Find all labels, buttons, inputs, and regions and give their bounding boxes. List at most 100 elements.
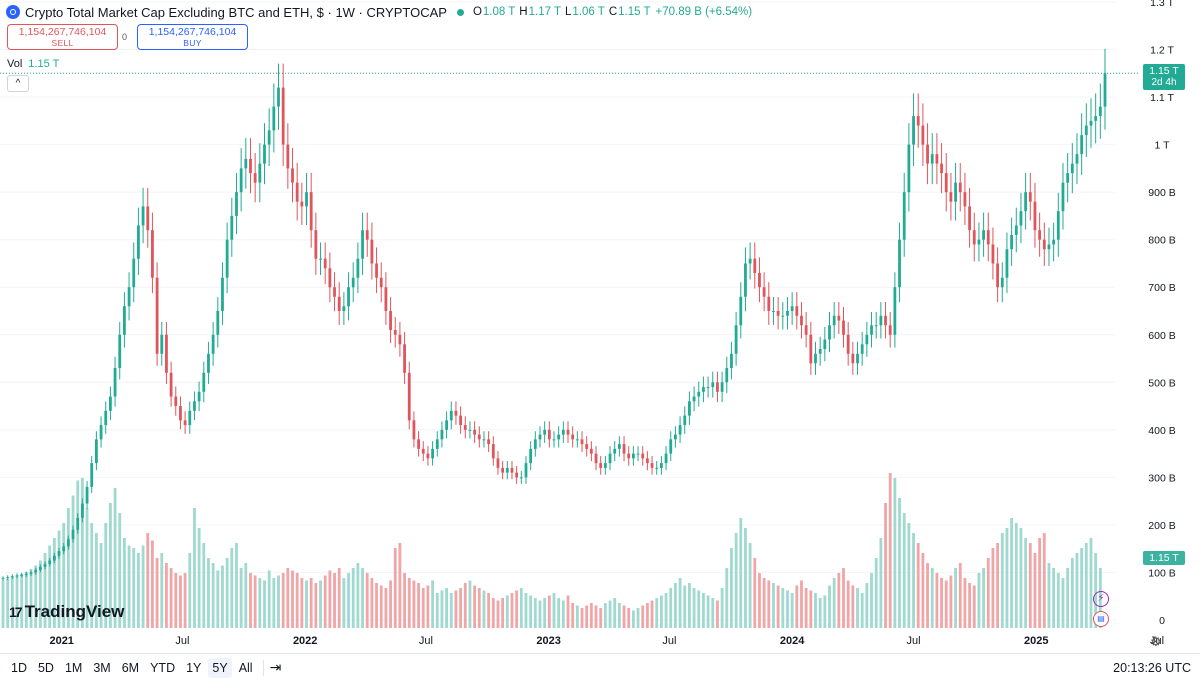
volume-bar bbox=[146, 533, 150, 628]
volume-bar bbox=[305, 580, 308, 628]
volume-bar bbox=[790, 593, 794, 628]
chevron-up-icon[interactable]: ^ bbox=[7, 75, 29, 92]
volume-bar bbox=[169, 568, 173, 628]
candle-body bbox=[337, 296, 341, 311]
volume-bar bbox=[767, 580, 771, 628]
range-1y[interactable]: 1Y bbox=[186, 660, 202, 675]
volume-bar bbox=[739, 518, 743, 628]
candle-body bbox=[762, 287, 766, 297]
lightning-icon[interactable]: ⚡ bbox=[1093, 591, 1109, 607]
candle-body bbox=[958, 182, 962, 193]
volume-bar bbox=[440, 590, 444, 628]
range-ytd[interactable]: YTD bbox=[150, 660, 176, 675]
candle-body bbox=[912, 116, 915, 145]
range-5y[interactable]: 5Y bbox=[208, 657, 232, 678]
candle-body bbox=[543, 429, 547, 435]
volume-bar bbox=[20, 574, 24, 628]
candle-body bbox=[1005, 249, 1009, 278]
volume-bar bbox=[216, 570, 220, 628]
candle-body bbox=[421, 448, 425, 454]
volume-bar bbox=[179, 575, 182, 628]
symbol-title[interactable]: Crypto Total Market Cap Excluding BTC an… bbox=[25, 4, 447, 20]
time-axis[interactable]: 2021 Jul 2022 Jul 2023 Jul 2024 Jul 2025 Jul bbox=[49, 635, 1164, 647]
candle-body bbox=[24, 573, 28, 575]
sell-price: 1,154,267,746,104 bbox=[18, 26, 107, 38]
range-1d[interactable]: 1D bbox=[11, 660, 27, 675]
volume-bar bbox=[888, 473, 892, 628]
candle-body bbox=[786, 311, 789, 316]
candle-body bbox=[711, 382, 715, 388]
volume-bar bbox=[342, 578, 346, 628]
volume-bar bbox=[730, 548, 733, 628]
us-flag-icon[interactable]: ▤ bbox=[1093, 611, 1109, 627]
candle-body bbox=[76, 517, 80, 530]
volume-bar bbox=[421, 588, 425, 628]
x-tick-label: Jul bbox=[419, 635, 433, 647]
range-3m[interactable]: 3M bbox=[93, 660, 111, 675]
volume-bar bbox=[197, 528, 201, 628]
volume-bar bbox=[291, 570, 294, 628]
volume-bar bbox=[655, 598, 659, 628]
sell-label: SELL bbox=[51, 38, 74, 48]
candle-body bbox=[888, 325, 892, 335]
candle-body bbox=[20, 574, 24, 576]
volume-bar bbox=[832, 578, 836, 628]
volume-bar bbox=[744, 528, 747, 628]
volume-bar bbox=[860, 593, 864, 628]
candle-body bbox=[263, 144, 266, 164]
buy-button[interactable]: 1,154,267,746,104 BUY bbox=[137, 24, 248, 50]
candle-body bbox=[926, 144, 929, 164]
volume-bar bbox=[926, 563, 929, 628]
candle-body bbox=[851, 353, 855, 364]
utc-clock[interactable]: 20:13:26 UTC bbox=[1113, 661, 1191, 675]
price-chart[interactable]: 1.3 T 1.2 T 1.1 T 1 T 900 B 800 B 700 B 600 B 50… bbox=[0, 0, 1200, 653]
candle-body bbox=[169, 372, 173, 397]
range-6m[interactable]: 6M bbox=[121, 660, 140, 675]
volume-bar bbox=[608, 600, 612, 628]
volume-bar bbox=[85, 508, 89, 628]
volume-bar bbox=[118, 513, 122, 628]
candle-body bbox=[720, 382, 724, 392]
volume-bar bbox=[538, 600, 542, 628]
tradingview-logo[interactable]: 17 TradingView bbox=[9, 602, 124, 622]
candle-body bbox=[351, 277, 355, 288]
volume-bar bbox=[389, 580, 392, 628]
candle-body bbox=[636, 453, 640, 455]
y-tick-label: 100 B bbox=[1148, 567, 1175, 579]
candle-body bbox=[907, 144, 911, 193]
gear-icon[interactable]: ⚙ bbox=[1150, 634, 1162, 649]
y-tick-label: 1 T bbox=[1155, 140, 1171, 152]
volume-bar bbox=[678, 578, 682, 628]
volume-bar bbox=[996, 543, 1000, 628]
volume-bar bbox=[874, 558, 878, 628]
volume-bar bbox=[795, 585, 799, 628]
range-all[interactable]: All bbox=[238, 660, 253, 675]
candle-body bbox=[146, 206, 150, 231]
volume-bar bbox=[323, 575, 327, 628]
volume-bar bbox=[982, 568, 985, 628]
volume-bar bbox=[1056, 573, 1060, 628]
volume-bar bbox=[1075, 553, 1079, 628]
candle-body bbox=[753, 258, 757, 273]
candle-body bbox=[211, 334, 215, 354]
volume-bar bbox=[800, 580, 803, 628]
candle-body bbox=[137, 225, 140, 259]
price-axis[interactable]: 1.3 T 1.2 T 1.1 T 1 T 900 B 800 B 700 B 600 B 50… bbox=[1148, 0, 1175, 627]
ohlc-close: C1.15 T bbox=[608, 6, 651, 18]
volume-bar bbox=[393, 548, 397, 628]
candle-body bbox=[678, 425, 682, 435]
sell-button[interactable]: 1,154,267,746,104 SELL bbox=[7, 24, 118, 50]
candle-body bbox=[328, 268, 332, 288]
candle-body bbox=[174, 396, 178, 407]
volume-bar bbox=[365, 573, 369, 628]
range-1m[interactable]: 1M bbox=[64, 660, 83, 675]
candle-body bbox=[515, 472, 519, 478]
calendar-goto-icon[interactable]: ⇥ bbox=[269, 659, 282, 675]
volume-bar bbox=[1033, 553, 1037, 628]
y-tick-label: 500 B bbox=[1148, 377, 1175, 389]
volume-bar bbox=[445, 588, 449, 628]
volume-bar bbox=[1019, 528, 1023, 628]
volume-bar bbox=[473, 585, 477, 628]
range-5d[interactable]: 5D bbox=[37, 660, 54, 675]
candle-body bbox=[123, 306, 126, 335]
